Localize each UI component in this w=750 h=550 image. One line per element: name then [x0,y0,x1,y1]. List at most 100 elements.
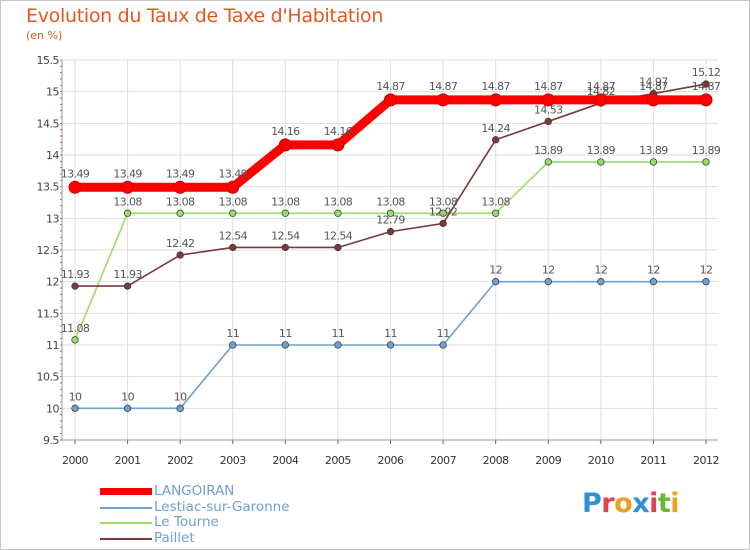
data-label: 14.87 [429,80,458,93]
legend-label: LANGOIRAN [154,483,235,499]
data-point [121,180,135,194]
logo-letter: i [670,488,680,519]
data-label: 13.89 [639,144,668,157]
y-tick-label: 15.5 [37,54,60,67]
logo-letter: P [582,488,602,519]
legend-item-lestiac: Lestiac-sur-Garonne [100,498,340,516]
data-point [229,341,237,349]
data-label: 14.82 [587,85,616,98]
data-label: 13.08 [324,195,353,208]
legend-label: Paillet [154,529,195,546]
legend-item-le-tourne: Le Tourne [100,515,340,531]
data-label: 12.54 [219,229,248,242]
data-point [68,180,82,194]
data-label: 12 [489,264,502,277]
data-label: 10 [69,390,82,403]
logo-letter: i [649,488,658,519]
data-label: 14.53 [534,103,563,116]
data-point [281,341,289,349]
data-label: 11 [437,327,450,340]
legend-label: Lestiac-sur-Garonne [154,498,290,515]
legend-swatch [100,537,152,540]
proxiti-logo: Proxiti [582,488,680,519]
data-point [334,341,342,349]
data-label: 13.08 [219,195,248,208]
logo-letter: r [601,488,615,519]
data-label: 11.93 [113,268,142,281]
x-tick-label: 2003 [220,454,246,467]
data-point [492,278,500,286]
grid [62,59,718,441]
data-point [492,136,500,144]
data-label: 13.49 [61,167,90,180]
data-label: 13.89 [692,144,721,157]
data-label: 11 [384,327,397,340]
data-point [436,93,450,107]
data-point [492,209,500,217]
data-point [489,93,503,107]
data-label: 12 [700,264,713,277]
logo-letter: t [657,488,671,519]
data-label: 14.16 [324,125,353,138]
data-label: 13.08 [113,195,142,208]
y-tick-label: 11.5 [37,307,60,320]
y-tick-label: 15 [46,86,59,99]
data-point [226,180,240,194]
data-point [71,404,79,412]
data-point [646,93,660,107]
data-point [699,93,713,107]
y-tick-label: 13.5 [37,181,60,194]
data-point [278,138,292,152]
data-point [439,341,447,349]
data-point [594,93,608,107]
data-label: 12.79 [376,214,405,227]
legend-swatch [100,488,152,495]
data-labels: 10 10 10 11 11 11 11 11 12 12 12 12 12 11.08 13.08 13.0… [61,66,722,403]
data-label: 10 [121,390,134,403]
x-tick-label: 2010 [588,454,614,467]
data-label: 13.08 [481,195,510,208]
data-label: 14.87 [692,80,721,93]
data-label: 13.89 [534,144,563,157]
legend-label: Le Tourne [154,514,219,530]
data-label: 14.97 [639,76,668,89]
data-point [544,278,552,286]
data-point [386,227,395,236]
y-tick-label: 14 [46,149,59,162]
logo-letter: x [632,488,650,519]
legend-swatch [100,506,152,509]
data-point [386,341,395,349]
data-point [176,251,184,259]
data-label: 14.87 [376,80,405,93]
x-tick-label: 2007 [430,454,456,467]
x-tick-label: 2002 [167,454,193,467]
series-layer [68,80,713,412]
x-tick-label: 2009 [535,454,561,467]
data-label: 13.49 [166,167,195,180]
chart-title: Evolution du Taux de Taxe d'Habitation [26,5,384,27]
data-point [71,282,79,290]
y-tick-label: 11 [46,339,59,352]
data-point [702,278,710,286]
y-tick-label: 9.5 [43,434,59,447]
data-label: 11 [226,327,239,340]
tick-labels: 9.5 10 10.5 11 11.5 12 12.5 13 13.5 14 14.5 15 15.5 2… [37,54,720,467]
data-label: 11.08 [61,322,90,335]
data-label: 12.54 [271,229,300,242]
data-point [439,209,447,217]
data-point [331,138,345,152]
data-label: 13.08 [429,195,458,208]
x-tick-label: 2004 [272,454,298,467]
data-point [123,209,132,217]
data-point [649,278,658,286]
data-label: 13.08 [166,195,195,208]
x-tick-label: 2008 [483,454,509,467]
data-label: 13.49 [113,167,142,180]
data-label: 14.87 [639,80,668,93]
data-label: 15.12 [692,66,721,79]
data-label: 12 [647,264,660,277]
data-point [702,80,710,88]
data-point [176,209,184,217]
data-point [384,93,397,107]
data-label: 11 [332,327,345,340]
